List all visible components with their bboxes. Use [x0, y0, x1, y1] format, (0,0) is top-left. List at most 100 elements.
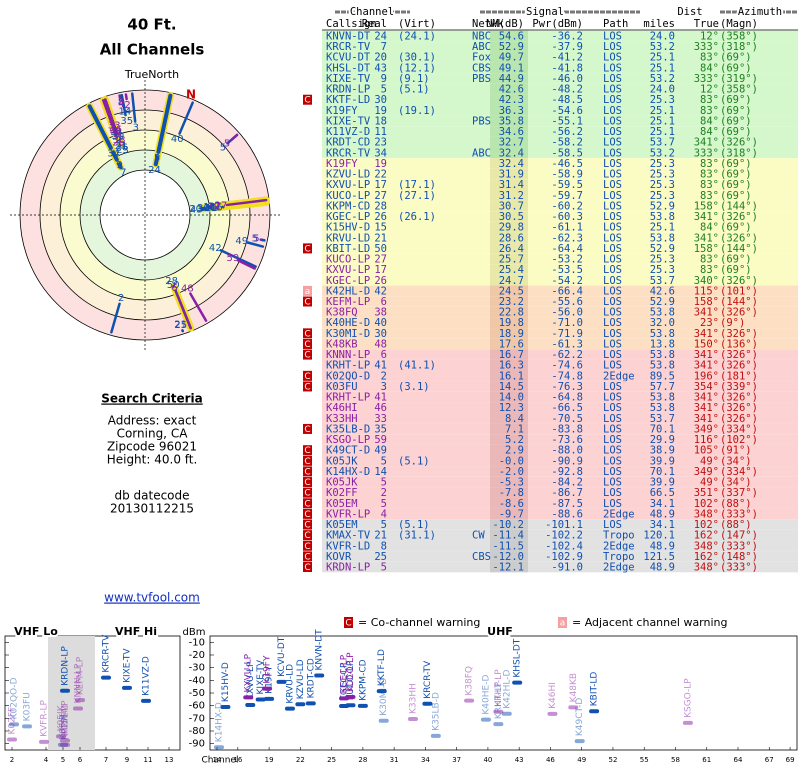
x-tick-label: 9: [125, 756, 129, 764]
column-header: (Virt): [398, 18, 436, 30]
signal-bar: [683, 721, 693, 725]
criteria-line: Address: exact: [108, 414, 197, 428]
station-label: K49CT-D: [575, 698, 585, 737]
signal-label: 5: [154, 153, 160, 164]
signal-bar: [379, 719, 389, 723]
site-link[interactable]: www.tvfool.com: [104, 591, 200, 605]
station-label: KBIT-LD: [590, 672, 600, 707]
db-label: db datecode: [114, 489, 189, 503]
signal-bar: [122, 686, 132, 690]
group-header: Dist: [677, 6, 702, 18]
warning-mark: C: [304, 298, 310, 308]
signal-label: 5: [118, 97, 124, 108]
station-label: K35LB-D: [431, 692, 441, 731]
signal-bar: [73, 706, 83, 710]
station-label: K46HI: [548, 682, 558, 709]
y-tick-label: -50: [189, 688, 205, 699]
cell: (26.1): [398, 211, 436, 223]
x-tick-label: 14: [213, 756, 222, 764]
criteria-line: Zipcode 96021: [107, 440, 197, 454]
signal-label: 24: [148, 165, 161, 176]
warning-mark: C: [304, 457, 310, 467]
cell: 348°: [694, 562, 719, 574]
north-mark: N: [186, 88, 196, 102]
x-tick-label: 64: [734, 756, 743, 764]
x-tick-label: 67: [765, 756, 774, 764]
cell: ABC: [472, 147, 491, 159]
signal-bar: [481, 718, 491, 722]
signal-label: 49: [235, 236, 248, 247]
signal-bar: [256, 697, 266, 701]
warning-mark: C: [304, 510, 310, 520]
fm-gap: [48, 636, 95, 750]
station-label: KRDT-CD: [306, 658, 316, 698]
warning-mark: C: [304, 329, 310, 339]
signal-label: 59: [227, 253, 240, 264]
station-label: K38FQ: [465, 666, 475, 696]
criteria-line: Corning, CA: [117, 427, 189, 441]
y-tick-label: -80: [189, 726, 205, 737]
warning-mark: C: [304, 521, 310, 531]
warning-mark: C: [304, 563, 310, 573]
warning-mark: C: [304, 340, 310, 350]
legend-co-text: = Co-channel warning: [358, 616, 480, 629]
x-tick-label: 6: [78, 756, 83, 764]
signal-bar: [464, 699, 474, 703]
x-tick-label: 55: [640, 756, 649, 764]
x-tick-label: 7: [104, 756, 108, 764]
x-tick-label: 25: [327, 756, 336, 764]
signal-bar: [431, 734, 441, 738]
signal-bar: [101, 676, 111, 680]
group-header: Channel: [350, 6, 394, 18]
column-header: Real: [362, 18, 387, 30]
cell: (31.1): [398, 530, 436, 542]
y-tick-label: -40: [189, 675, 205, 686]
warning-mark: a: [305, 287, 311, 297]
cell: KRDN-LP: [326, 562, 370, 574]
signal-bar: [493, 722, 503, 726]
cell: PBS: [472, 73, 491, 85]
cell: -91.0: [551, 562, 583, 574]
legend-co-mark: C: [345, 619, 351, 629]
cell: 5: [381, 562, 387, 574]
signal-bar: [39, 740, 49, 744]
warning-mark: C: [304, 478, 310, 488]
x-tick-label: 49: [577, 756, 586, 764]
signal-bar: [575, 739, 585, 743]
signal-bar: [22, 724, 32, 728]
y-tick-label: -10: [189, 637, 205, 648]
signal-label: 6: [171, 283, 177, 294]
signal-bar: [339, 704, 349, 708]
station-label: KRDN-LP: [61, 700, 71, 740]
station-label: KGEC-LP: [340, 654, 350, 693]
station-label: K15HV-D: [221, 662, 231, 702]
station-label: KVFR-LP: [40, 700, 50, 737]
station-label: K19FY: [263, 655, 273, 684]
signal-label: 3: [133, 122, 139, 133]
cell: (5.1): [398, 455, 430, 467]
group-header: Signal: [526, 6, 564, 18]
y-tick-label: -90: [189, 739, 205, 750]
criteria-title: Search Criteria: [101, 392, 202, 406]
station-label: K30MI-D: [379, 678, 389, 716]
station-label: KRVU-LD: [285, 664, 295, 704]
warning-mark: C: [304, 489, 310, 499]
station-label: K02FF: [8, 707, 18, 735]
x-tick-label: 31: [390, 756, 399, 764]
x-tick-label: 28: [358, 756, 367, 764]
x-tick-label: 22: [296, 756, 305, 764]
signal-bar: [339, 696, 349, 700]
x-tick-label: 58: [671, 756, 680, 764]
signal-bar: [60, 689, 70, 693]
signal-bar: [295, 702, 305, 706]
station-label: KHSL-DT: [513, 638, 523, 677]
station-label: K11VZ-D: [142, 656, 152, 696]
signal-bar: [408, 717, 418, 721]
signal-bar: [243, 695, 253, 699]
signal-bar: [285, 707, 295, 711]
column-header: (Magn): [720, 18, 758, 30]
station-label: KRCR-TV: [102, 634, 112, 673]
cell: CW: [472, 530, 485, 542]
cell: PBS: [472, 115, 491, 127]
